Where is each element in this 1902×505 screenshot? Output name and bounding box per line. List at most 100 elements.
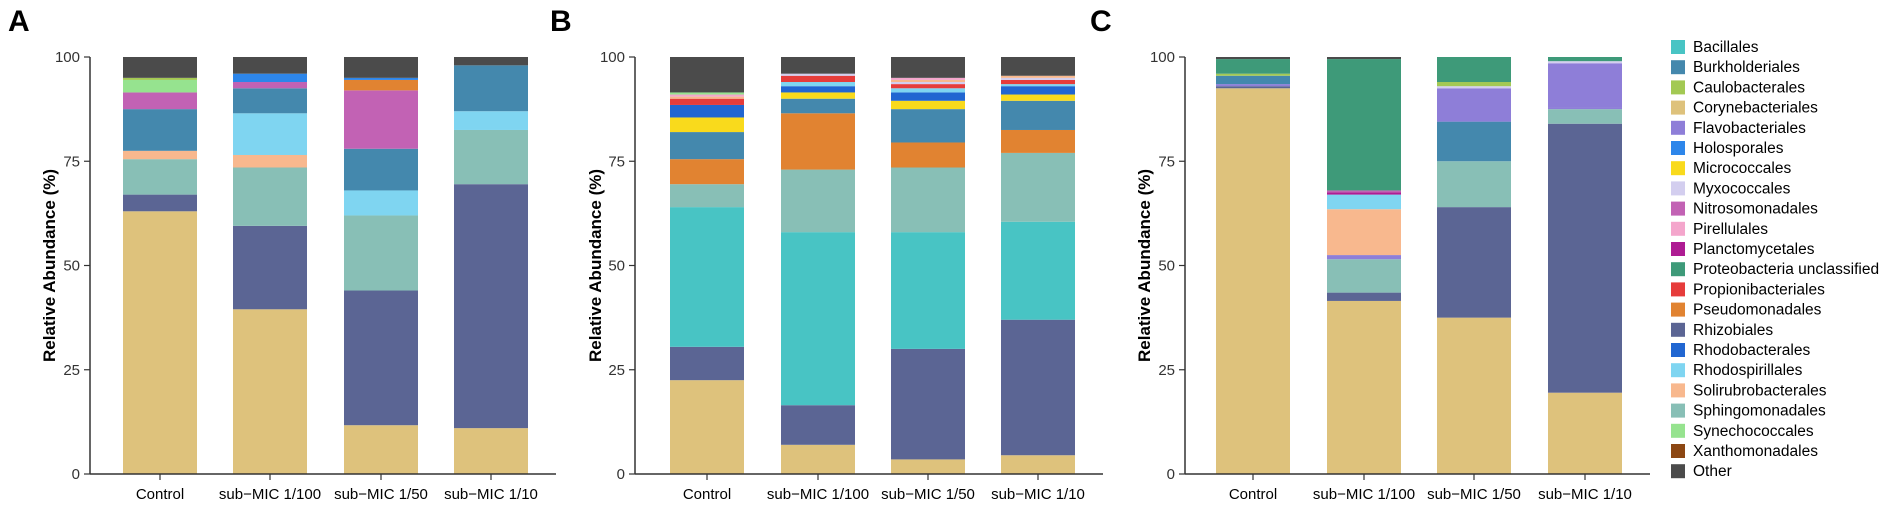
legend-label: Nitrosomonadales: [1693, 201, 1818, 218]
bar-segment: [891, 100, 965, 110]
bar-segment: [670, 346, 744, 381]
bar-segment: [891, 348, 965, 460]
legend-swatch: [1671, 201, 1685, 216]
bar-segment: [1216, 59, 1290, 74]
legend-label: Other: [1693, 463, 1732, 480]
x-tick-label: sub−MIC 1/10: [1538, 486, 1632, 503]
bar-segment: [123, 150, 197, 160]
legend: Bacillales Burkholderiales Caulobacterales…: [1671, 39, 1879, 480]
bar-segment: [891, 84, 965, 89]
bar-segment: [1001, 57, 1075, 76]
legend-label: Propionibacteriales: [1693, 281, 1825, 298]
bar-segment: [1437, 86, 1511, 89]
legend-label: Burkholderiales: [1693, 59, 1800, 76]
bar-segment: [123, 211, 197, 475]
panel-B: B Relative Abundance (%) Control sub−MIC 1/…: [550, 5, 1103, 503]
bar-segment: [670, 57, 744, 93]
bar-segment: [670, 104, 744, 118]
bar-segment: [891, 82, 965, 85]
bar-segment: [454, 65, 528, 112]
bar-segment: [670, 92, 744, 95]
legend-swatch: [1671, 181, 1685, 196]
y-tick-label: 0: [72, 466, 80, 483]
bar-segment: [1548, 57, 1622, 62]
legend-label: Xanthomonadales: [1693, 443, 1818, 460]
bar-segment: [233, 57, 307, 74]
bar-segment: [233, 167, 307, 226]
bar-segment: [233, 82, 307, 89]
bar-segment: [891, 109, 965, 143]
panel-A: A Relative Abundance (%) Control sub−MIC 1/…: [8, 5, 556, 503]
legend-label: Sphingomonadales: [1693, 403, 1826, 420]
bar-segment: [454, 129, 528, 185]
x-tick-label: Control: [683, 486, 731, 503]
bar-segment: [1327, 192, 1401, 195]
bar-segment: [891, 459, 965, 474]
x-tick-label: Control: [1229, 486, 1277, 503]
legend-label: Micrococcales: [1693, 160, 1791, 177]
bar-segment: [1548, 392, 1622, 474]
legend-swatch: [1671, 383, 1685, 398]
bar-segment: [123, 159, 197, 195]
legend-swatch: [1671, 221, 1685, 236]
y-tick-label: 0: [1167, 466, 1175, 483]
y-axis-label: Relative Abundance (%): [586, 169, 605, 362]
legend-label: Holosporales: [1693, 140, 1784, 157]
bar-segment: [781, 86, 855, 93]
bar-segment: [123, 79, 197, 93]
bar-segment: [1548, 63, 1622, 108]
bar-segment: [781, 405, 855, 445]
bar-segment: [123, 57, 197, 78]
y-tick-label: 25: [608, 362, 625, 379]
bar-segment: [670, 380, 744, 474]
legend-label: Bacillales: [1693, 39, 1759, 56]
bar-segment: [344, 77, 418, 80]
bar-segment: [1437, 207, 1511, 318]
bar-segment: [781, 92, 855, 99]
bar-segment: [1001, 77, 1075, 80]
legend-label: Rhodospirillales: [1693, 362, 1803, 379]
bar-segment: [454, 111, 528, 130]
legend-label: Caulobacterales: [1693, 79, 1805, 96]
y-axis-label: Relative Abundance (%): [40, 169, 59, 362]
bar-segment: [1001, 319, 1075, 456]
bar-segment: [123, 77, 197, 80]
bar-segment: [123, 194, 197, 212]
bar-segment: [123, 109, 197, 151]
bar-segment: [1327, 190, 1401, 193]
legend-label: Pseudomonadales: [1693, 302, 1822, 319]
y-tick-label: 25: [1158, 362, 1175, 379]
legend-swatch: [1671, 343, 1685, 357]
bar-segment: [1001, 152, 1075, 222]
x-tick-label: sub−MIC 1/50: [334, 486, 428, 503]
bar-segment: [670, 94, 744, 97]
legend-label: Corynebacteriales: [1693, 100, 1818, 117]
y-tick-label: 75: [1158, 153, 1175, 170]
bar-segment: [891, 88, 965, 93]
bar-segment: [1216, 88, 1290, 475]
bar-segment: [670, 117, 744, 133]
bar-segment: [1216, 57, 1290, 60]
bar-segment: [891, 79, 965, 83]
panel-C: C Relative Abundance (%) Control sub−MIC 1/…: [1090, 5, 1650, 503]
y-tick-label: 100: [600, 49, 625, 66]
legend-swatch: [1671, 302, 1685, 317]
legend-swatch: [1671, 282, 1685, 297]
bar-segment: [344, 215, 418, 291]
legend-swatch: [1671, 141, 1685, 155]
bar-segment: [1327, 255, 1401, 260]
bar-segment: [1001, 86, 1075, 95]
bar-segment: [891, 142, 965, 168]
y-tick-label: 100: [55, 49, 80, 66]
legend-swatch: [1671, 80, 1685, 95]
bar-segment: [1327, 292, 1401, 301]
bar-segment: [891, 77, 965, 80]
legend-swatch: [1671, 161, 1685, 176]
bar-segment: [1548, 123, 1622, 393]
x-tick-label: sub−MIC 1/100: [219, 486, 321, 503]
bar-segment: [1327, 59, 1401, 191]
bar-segment: [1216, 73, 1290, 76]
bar-segment: [344, 79, 418, 91]
bar-segment: [781, 444, 855, 474]
